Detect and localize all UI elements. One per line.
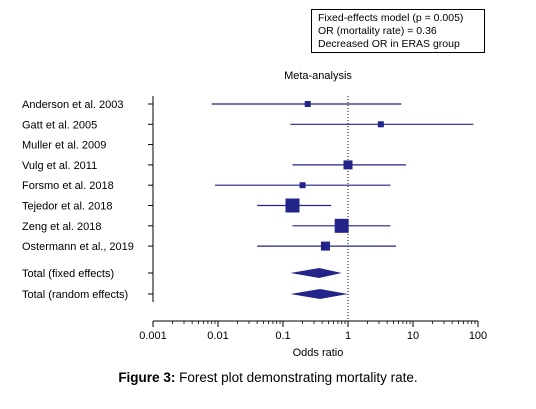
annotation-line-1: Fixed-effects model (p = 0.005): [318, 12, 464, 24]
pooled-diamond: [290, 289, 348, 299]
chart-title: Meta-analysis: [284, 70, 352, 82]
x-tick-label: 1: [345, 330, 351, 342]
point-estimate: [377, 121, 384, 128]
x-tick-label: 0.1: [275, 330, 290, 342]
x-tick-label: 0.01: [207, 330, 228, 342]
annotation-box: Fixed-effects model (p = 0.005) OR (mort…: [311, 9, 485, 53]
point-estimate: [343, 160, 353, 170]
point-estimate: [334, 218, 349, 233]
chart-marks: 0.001 0.01 0.1 1 10 100 Anderson et al. 2003 Ga…: [22, 96, 487, 342]
x-axis-label: Odds ratio: [293, 347, 344, 359]
study-label: Zeng et al. 2018: [22, 221, 102, 233]
study-label: Anderson et al. 2003: [22, 99, 124, 111]
study-label: Vulg et al. 2011: [22, 160, 97, 172]
x-tick-label: 0.001: [139, 330, 167, 342]
x-tick-label: 10: [407, 330, 419, 342]
point-estimate: [299, 182, 306, 189]
x-tick-label: 100: [469, 330, 487, 342]
caption-text: Forest plot demonstrating mortality rate…: [175, 370, 418, 385]
forest-plot-svg: Meta-analysis Odds ratio 0.001 0.01 0.1 1 10…: [22, 70, 487, 359]
annotation-line-3: Decreased OR in ERAS group: [318, 38, 460, 50]
study-label: Gatt et al. 2005: [22, 119, 97, 131]
annotation-line-2: OR (mortality rate) = 0.36: [318, 25, 437, 37]
study-label: Muller et al. 2009: [22, 140, 106, 152]
figure-caption: Figure 3: Forest plot demonstrating mort…: [0, 370, 536, 385]
point-estimate: [285, 198, 300, 213]
caption-label: Figure 3:: [118, 370, 176, 385]
study-label: Tejedor et al. 2018: [22, 201, 113, 213]
study-label: Forsmo et al. 2018: [22, 180, 114, 192]
point-estimate: [304, 101, 311, 107]
total-label: Total (random effects): [22, 289, 128, 301]
point-estimate: [320, 241, 330, 251]
total-label: Total (fixed effects): [22, 268, 114, 280]
study-label: Ostermann et al., 2019: [22, 241, 134, 253]
pooled-diamond: [290, 268, 342, 278]
